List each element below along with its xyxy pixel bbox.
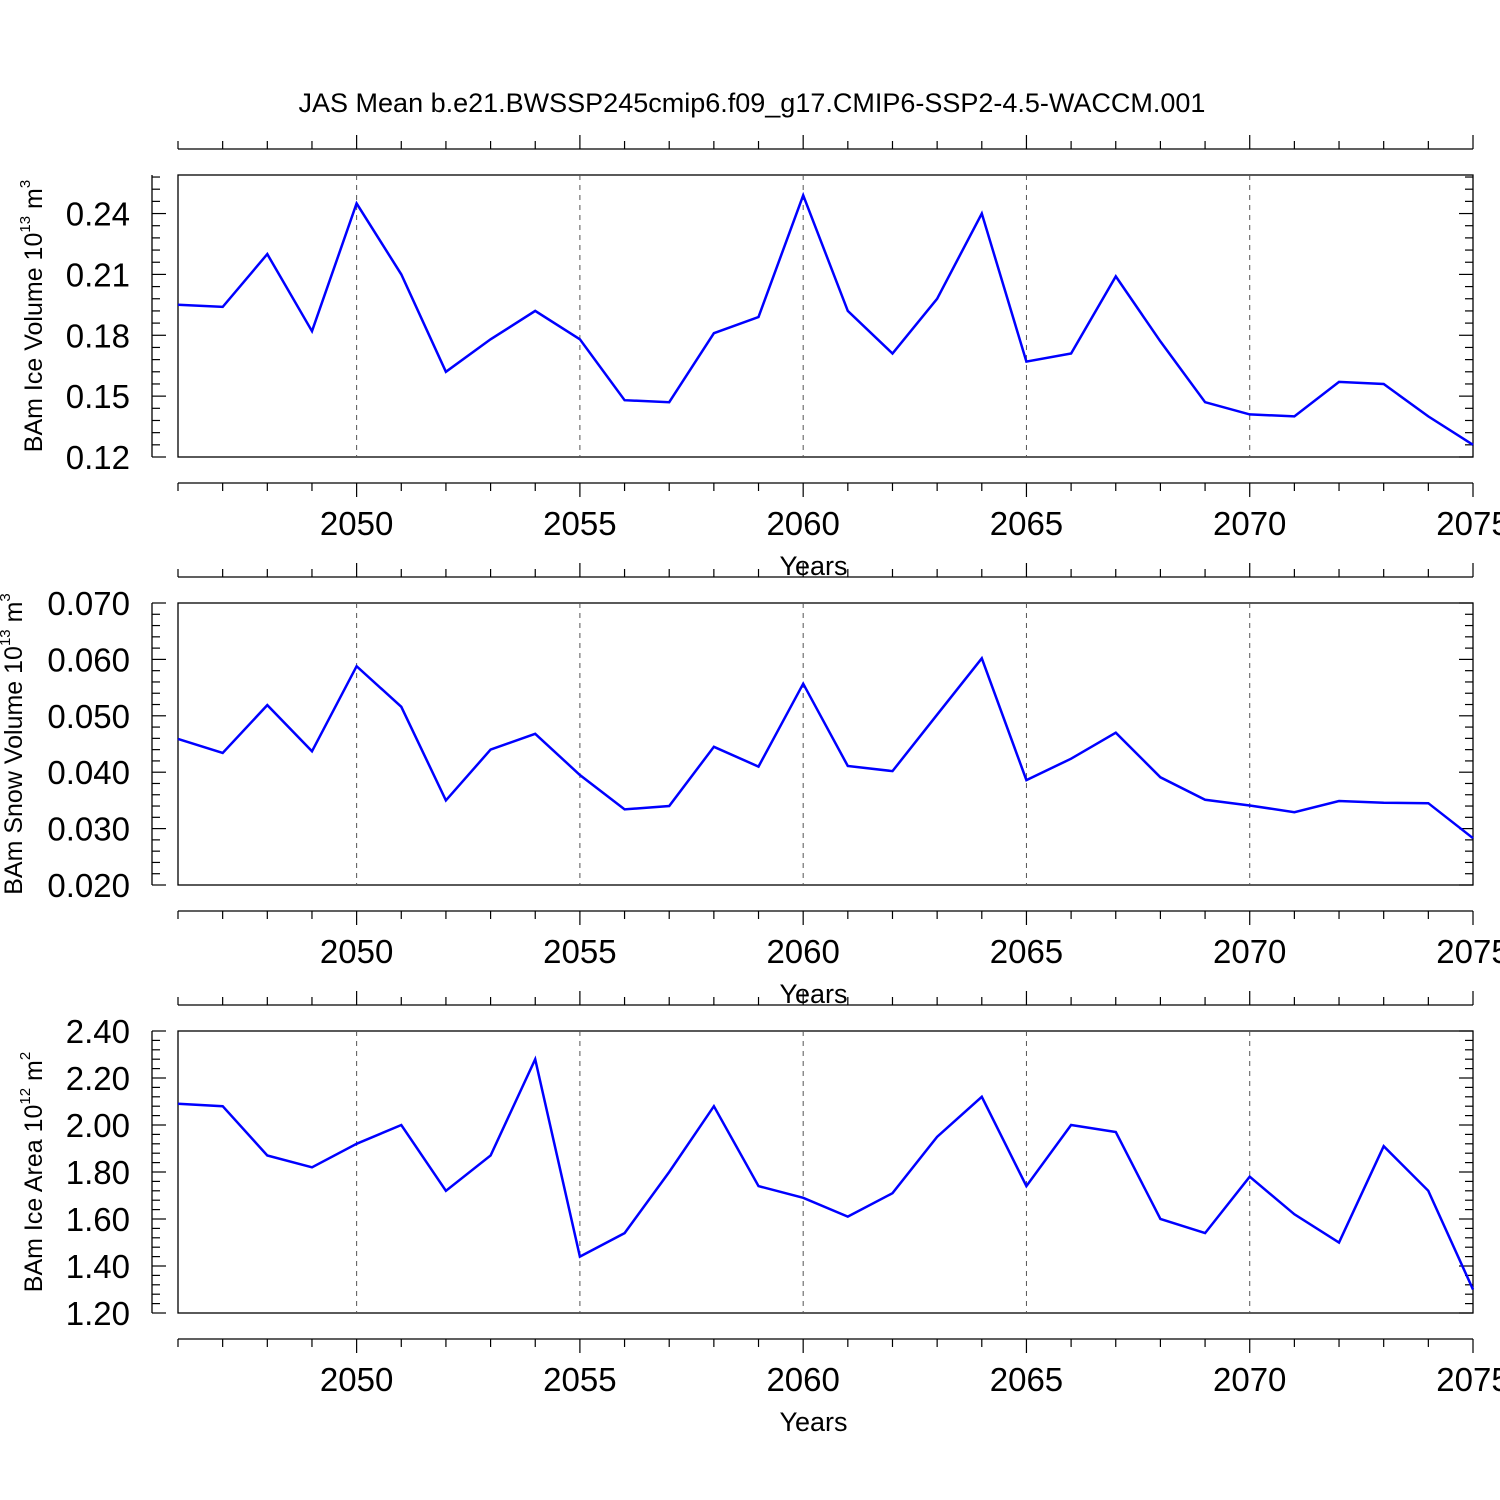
- y-tick-label: 0.020: [47, 867, 130, 904]
- y-tick-label: 0.15: [66, 378, 130, 415]
- y-tick-label: 1.20: [66, 1295, 130, 1332]
- y-tick-label: 0.21: [66, 256, 130, 293]
- x-tick-label: 2070: [1213, 505, 1286, 542]
- x-tick-label: 2055: [543, 933, 616, 970]
- x-tick-label: 2060: [766, 505, 839, 542]
- x-tick-label: 2075: [1436, 933, 1500, 970]
- series-line: [177, 191, 1474, 446]
- plot-frame: [177, 174, 1474, 458]
- x-tick-label: 2050: [320, 1361, 393, 1398]
- x-axis-label: Years: [779, 979, 847, 1009]
- y-axis-label: BAm Ice Volume 1013 m3: [17, 180, 48, 452]
- x-tick-label: 2070: [1213, 933, 1286, 970]
- y-tick-label: 0.030: [47, 811, 130, 848]
- x-tick-label: 2055: [543, 505, 616, 542]
- x-tick-label: 2060: [766, 1361, 839, 1398]
- x-axis-label: Years: [779, 1407, 847, 1437]
- x-tick-label: 2055: [543, 1361, 616, 1398]
- x-tick-label: 2075: [1436, 1361, 1500, 1398]
- panels: 2050 2055 2060 2065 2070 2075 Years 0.12 0.15 0.1…: [0, 135, 1500, 1437]
- x-tick-label: 2065: [990, 1361, 1063, 1398]
- chart-title: JAS Mean b.e21.BWSSP245cmip6.f09_g17.CMI…: [299, 88, 1206, 118]
- x-tick-label: 2075: [1436, 505, 1500, 542]
- y-axis-label: BAm Ice Area 1012 m2: [17, 1052, 48, 1292]
- panel-3: 2050 2055 2060 2065 2070 2075 Years 1.20 1.40 1.6…: [17, 991, 1500, 1437]
- y-tick-label: 0.070: [47, 585, 130, 622]
- y-axis-label: BAm Snow Volume 1013 m3: [0, 593, 28, 895]
- y-tick-label: 1.80: [66, 1154, 130, 1191]
- x-tick-label: 2060: [766, 933, 839, 970]
- y-tick-label: 0.040: [47, 754, 130, 791]
- panel-1: 2050 2055 2060 2065 2070 2075 Years 0.12 0.15 0.1…: [17, 135, 1500, 581]
- y-tick-label: 0.12: [66, 439, 130, 476]
- series-line: [177, 1055, 1475, 1291]
- y-tick-label: 2.40: [66, 1013, 130, 1050]
- panel-2: 2050 2055 2060 2065 2070 2075 Years 0.020 0.030 0…: [0, 563, 1500, 1009]
- y-tick-label: 1.40: [66, 1248, 130, 1285]
- y-tick-label: 0.060: [47, 641, 130, 678]
- y-tick-label: 1.60: [66, 1201, 130, 1238]
- y-tick-label: 2.00: [66, 1107, 130, 1144]
- x-axis-label: Years: [779, 551, 847, 581]
- y-tick-label: 0.24: [66, 196, 130, 233]
- x-tick-label: 2070: [1213, 1361, 1286, 1398]
- y-tick-label: 2.20: [66, 1060, 130, 1097]
- x-tick-label: 2065: [990, 933, 1063, 970]
- y-tick-label: 0.18: [66, 317, 130, 354]
- x-tick-label: 2050: [320, 505, 393, 542]
- x-tick-label: 2065: [990, 505, 1063, 542]
- plot-frame: [177, 602, 1474, 886]
- series-line: [177, 655, 1474, 840]
- x-tick-label: 2050: [320, 933, 393, 970]
- y-tick-label: 0.050: [47, 698, 130, 735]
